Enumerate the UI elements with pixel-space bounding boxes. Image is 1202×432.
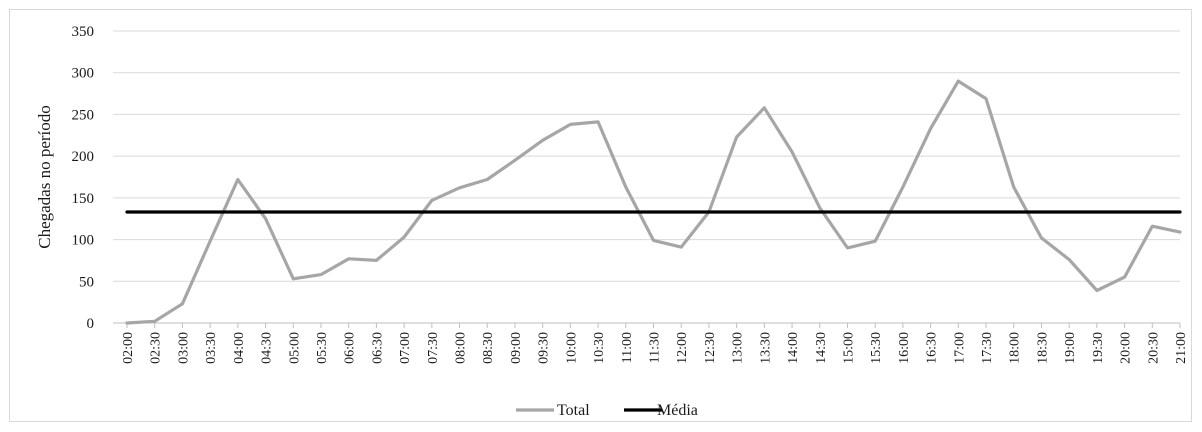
- x-tick-label: 14:00: [786, 332, 801, 364]
- x-tick-label: 06:30: [370, 332, 385, 364]
- x-tick-label: 04:00: [232, 332, 247, 364]
- y-axis-label: Chegadas no período: [35, 105, 54, 249]
- x-axis-ticks: 02:00 02:30 03:00 03:30 04:00 04:30 05:00 05:30…: [121, 323, 1189, 364]
- x-tick-label: 02:30: [149, 332, 164, 364]
- x-tick-label: 16:30: [925, 332, 940, 364]
- series-line-total: [125, 79, 1182, 325]
- x-tick-label: 17:30: [980, 332, 995, 364]
- y-tick-label: 250: [72, 107, 95, 123]
- x-tick-label: 15:30: [869, 332, 884, 364]
- x-tick-label: 18:30: [1035, 332, 1050, 364]
- x-tick-label: 09:30: [537, 332, 552, 364]
- x-tick-label: 18:00: [1008, 332, 1023, 364]
- x-tick-label: 17:00: [952, 332, 967, 364]
- x-tick-label: 12:30: [703, 332, 718, 364]
- y-tick-label: 300: [72, 66, 95, 82]
- x-tick-label: 12:00: [675, 332, 690, 364]
- y-tick-label: 0: [87, 316, 95, 332]
- x-tick-label: 10:30: [592, 332, 607, 364]
- y-tick-label: 150: [72, 191, 95, 207]
- x-tick-label: 13:00: [731, 332, 746, 364]
- y-tick-label: 50: [79, 274, 94, 290]
- chart-frame: [9, 9, 1192, 422]
- x-tick-label: 09:00: [509, 332, 524, 364]
- x-tick-label: 21:00: [1174, 332, 1189, 364]
- x-tick-label: 08:30: [481, 332, 496, 364]
- x-tick-label: 19:00: [1063, 332, 1078, 364]
- legend-label-média: Média: [657, 402, 698, 419]
- x-tick-label: 02:00: [121, 332, 136, 364]
- y-tick-label: 350: [72, 24, 95, 40]
- x-tick-label: 07:00: [398, 332, 413, 364]
- x-tick-label: 03:00: [176, 332, 191, 364]
- series-group: [125, 79, 1182, 325]
- x-tick-label: 08:00: [454, 332, 469, 364]
- x-tick-label: 16:00: [897, 332, 912, 364]
- x-tick-label: 11:00: [620, 332, 635, 363]
- x-tick-label: 04:30: [260, 332, 275, 364]
- x-tick-label: 05:30: [315, 332, 330, 364]
- x-tick-label: 10:00: [564, 332, 579, 364]
- x-tick-label: 11:30: [648, 332, 663, 363]
- legend: Total Média: [516, 402, 698, 419]
- x-tick-label: 14:30: [814, 332, 829, 364]
- x-tick-label: 13:30: [758, 332, 773, 364]
- x-tick-label: 05:00: [287, 332, 302, 364]
- y-tick-label: 200: [72, 149, 95, 165]
- gridlines: [113, 30, 1180, 282]
- x-tick-label: 07:30: [426, 332, 441, 364]
- x-tick-label: 20:00: [1119, 332, 1134, 364]
- x-tick-label: 19:30: [1091, 332, 1106, 364]
- legend-label-total: Total: [557, 402, 590, 419]
- x-tick-label: 15:00: [841, 332, 856, 364]
- x-tick-label: 20:30: [1146, 332, 1161, 364]
- x-tick-label: 06:00: [343, 332, 358, 364]
- x-tick-label: 03:30: [204, 332, 219, 364]
- y-axis-ticks: 0 50 100 150 200 250 300 350: [72, 24, 95, 332]
- y-tick-label: 100: [72, 233, 95, 249]
